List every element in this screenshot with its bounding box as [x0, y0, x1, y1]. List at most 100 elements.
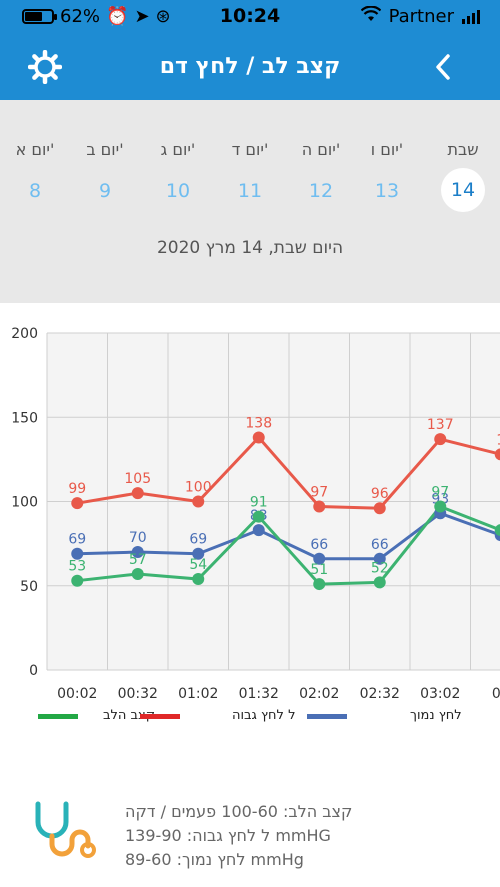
data-point [71, 547, 84, 560]
day-name: יום ו' [370, 140, 404, 159]
signal-icon [462, 9, 480, 24]
y-tick-label: 200 [11, 326, 38, 342]
series-line [77, 504, 500, 586]
day-name: יום ג' [160, 140, 196, 159]
data-label: 1 [496, 432, 500, 448]
x-tick-label: 02:02 [299, 686, 339, 702]
high-pressure-range: ל לחץ גבוה: 139-90 mmHG [125, 826, 331, 845]
data-label: 57 [129, 552, 147, 568]
day-selector: שבת 14 יום ו' 13 יום ה' 12 יום ד' 11 יום ג' 10 יום… [0, 100, 500, 303]
legend-label-low-pressure: לחץ נמוך [410, 708, 462, 723]
data-point [131, 546, 144, 559]
status-bar: 62% ⏰ ➤ ⊛ 10:24 Partner [0, 0, 500, 32]
data-label: 91 [250, 495, 268, 511]
data-point [494, 448, 500, 461]
data-label: 137 [427, 417, 454, 433]
status-left: 62% ⏰ ➤ ⊛ [22, 6, 171, 27]
data-point [131, 567, 144, 580]
data-point [71, 574, 84, 587]
data-label: 138 [245, 415, 272, 431]
chart-legend: קצב הלב ל לחץ גבוה לחץ נמוך [0, 705, 500, 735]
wifi-icon [360, 5, 381, 27]
data-label: 54 [189, 557, 207, 573]
data-label: 96 [371, 486, 389, 502]
legend-swatch-heart-rate [38, 714, 78, 719]
x-tick-label: 01:02 [178, 686, 218, 702]
current-date-label: היום שבת, 14 מרץ 2020 [156, 238, 344, 258]
x-tick-label: 03:02 [420, 686, 460, 702]
carrier-name: Partner [388, 6, 454, 27]
x-tick-label: 01:32 [239, 686, 279, 702]
low-pressure-range: לחץ נמוך: 89-60 mmHg [125, 850, 304, 869]
day-number: 8 [28, 180, 42, 202]
day-item[interactable]: שבת 14 [433, 140, 493, 212]
x-tick-label: 02:32 [360, 686, 400, 702]
day-item[interactable]: יום א' 8 [5, 140, 65, 211]
day-number: 14 [441, 168, 485, 212]
alarm-icon: ⏰ [106, 6, 129, 27]
legend-swatch-low-pressure [307, 714, 347, 719]
y-tick-label: 50 [20, 579, 38, 595]
reference-lines: קצב הלב: 100-60 פעמים / דקה ל לחץ גבוה: … [125, 800, 352, 872]
day-number: 13 [374, 180, 400, 202]
data-label: 70 [129, 530, 147, 546]
data-point [373, 552, 386, 565]
day-item[interactable]: יום ה' 12 [291, 140, 351, 211]
day-name: יום ד' [231, 140, 269, 159]
legend-swatch-high-pressure [140, 714, 180, 719]
day-number: 12 [308, 180, 334, 202]
status-time: 10:24 [219, 5, 281, 27]
series-line [77, 435, 500, 510]
data-label: 97 [310, 485, 328, 501]
location-icon: ➤ [134, 6, 150, 27]
data-label: 51 [310, 562, 328, 578]
data-point [313, 552, 326, 565]
data-point [192, 573, 205, 586]
day-item[interactable]: יום ד' 11 [220, 140, 280, 211]
day-name: יום א' [15, 140, 55, 159]
data-label: 53 [68, 559, 86, 575]
day-number: 10 [165, 180, 191, 202]
day-number: 11 [237, 180, 263, 202]
data-label: 100 [185, 480, 212, 496]
legend-label-heart-rate: קצב הלב [103, 708, 155, 723]
day-name: יום ה' [301, 140, 341, 159]
battery-icon [22, 9, 57, 24]
y-tick-label: 0 [29, 663, 38, 679]
data-point [252, 524, 265, 537]
data-point [373, 502, 386, 515]
data-point [373, 576, 386, 589]
data-point [252, 431, 265, 444]
data-label: 52 [371, 560, 389, 576]
data-point [192, 495, 205, 508]
x-tick-label: 00:32 [118, 686, 158, 702]
data-point [71, 497, 84, 510]
data-label: 69 [189, 532, 207, 548]
data-label: 69 [68, 532, 86, 548]
day-item[interactable]: יום ג' 10 [148, 140, 208, 211]
data-point [434, 500, 447, 513]
legend-label-high-pressure: ל לחץ גבוה [232, 708, 296, 723]
page-title: קצב לב / לחץ דם [159, 54, 341, 79]
x-tick-label: 00:02 [57, 686, 97, 702]
battery-percent: 62% [60, 6, 101, 27]
data-point [131, 487, 144, 500]
x-tick-label: 03 [492, 686, 500, 702]
day-number: 9 [98, 180, 112, 202]
status-right: Partner [360, 5, 480, 27]
gear-icon[interactable] [27, 49, 63, 85]
data-point [313, 500, 326, 513]
day-item[interactable]: יום ב' 9 [75, 140, 135, 211]
data-point [494, 524, 500, 537]
data-label: 99 [68, 481, 86, 497]
app-header: קצב לב / לחץ דם [0, 32, 500, 100]
chevron-right-icon[interactable] [430, 50, 460, 84]
day-item[interactable]: יום ו' 13 [357, 140, 417, 211]
reference-ranges: קצב הלב: 100-60 פעמים / דקה ל לחץ גבוה: … [0, 795, 500, 885]
heart-pressure-chart: 200 150 100 50 0 00:02 00:32 01:02 01:32 02:02 02:… [0, 303, 500, 733]
data-point [192, 547, 205, 560]
y-tick-label: 100 [11, 495, 38, 511]
rotation-lock-icon: ⊛ [155, 6, 171, 27]
y-tick-label: 150 [11, 410, 38, 426]
data-label: 105 [124, 471, 151, 487]
